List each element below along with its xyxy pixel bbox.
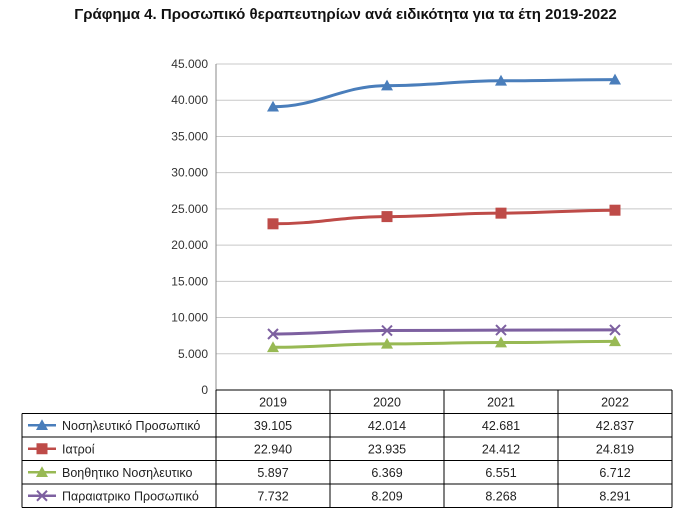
x-tick-label: 2021 [487, 395, 515, 409]
data-label: 6.369 [371, 466, 402, 480]
marker-stroke [381, 324, 393, 337]
chart-title: Γράφημα 4. Προσωπικό θεραπευτηρίων ανά ε… [74, 6, 617, 23]
y-tick-label: 20.000 [171, 238, 208, 252]
data-label: 6.551 [485, 466, 516, 480]
x-tick-label: 2019 [259, 395, 287, 409]
legend-label: Ιατροί [62, 442, 95, 456]
data-label: 23.935 [368, 442, 406, 456]
data-label: 8.209 [371, 489, 402, 503]
data-point [609, 324, 621, 336]
y-tick-label: 10.000 [171, 311, 208, 325]
data-label: 5.897 [257, 466, 288, 480]
data-point [381, 211, 393, 223]
y-tick-label: 25.000 [171, 202, 208, 216]
data-label: 24.819 [596, 442, 634, 456]
legend-key-marker [36, 466, 48, 478]
data-label: 39.105 [254, 419, 292, 433]
y-tick-label: 0 [201, 383, 208, 397]
legend-key-marker [36, 490, 48, 502]
data-label: 8.291 [599, 489, 630, 503]
data-point [495, 324, 507, 336]
data-label: 42.014 [368, 419, 406, 433]
series-2 [267, 204, 621, 230]
data-label: 22.940 [254, 442, 292, 456]
y-tick-label: 35.000 [171, 129, 208, 143]
legend-label: Παραιατρικο Προσωπικό [62, 489, 199, 503]
marker-stroke [495, 324, 507, 336]
data-point [495, 207, 507, 219]
data-point [381, 79, 393, 91]
data-point [495, 74, 507, 86]
data-label: 6.712 [599, 466, 630, 480]
series-4 [267, 324, 621, 340]
legend-label: Νοσηλευτικό Προσωπικό [62, 419, 200, 433]
data-point [267, 341, 279, 353]
series-line [272, 328, 616, 336]
marker-stroke [36, 490, 48, 502]
data-point [381, 324, 393, 337]
legend-key-marker [36, 443, 48, 455]
y-tick-label: 45.000 [171, 57, 208, 71]
marker-stroke [609, 324, 621, 336]
data-point [609, 204, 621, 216]
data-point [267, 328, 279, 340]
y-tick-label: 30.000 [171, 166, 208, 180]
x-tick-label: 2022 [601, 395, 629, 409]
data-label: 8.268 [485, 489, 516, 503]
data-table: 2019 2020 2021 2022 Νοσηλευτικό Προσωπικό 39.… [21, 389, 673, 508]
series-line [272, 208, 616, 226]
data-label: 7.732 [257, 489, 288, 503]
y-tick-label: 15.000 [171, 274, 208, 288]
y-tick-label: 5.000 [178, 347, 208, 361]
series-line [272, 78, 616, 109]
series-1 [267, 73, 621, 112]
data-point [267, 100, 279, 112]
legend-label: Βοηθητικο Νοσηλευτικο [62, 466, 192, 480]
data-point [609, 335, 621, 347]
data-label: 24.412 [482, 442, 520, 456]
y-tick-label: 40.000 [171, 93, 208, 107]
series-3 [267, 335, 621, 353]
data-label: 42.681 [482, 419, 520, 433]
data-label: 42.837 [596, 419, 634, 433]
marker-stroke [267, 328, 279, 340]
data-point [267, 218, 279, 230]
x-tick-label: 2020 [373, 395, 401, 409]
legend-key-marker [36, 419, 48, 431]
data-point [381, 337, 393, 349]
data-point [609, 73, 621, 85]
data-point [495, 336, 507, 348]
series-line [272, 339, 616, 349]
